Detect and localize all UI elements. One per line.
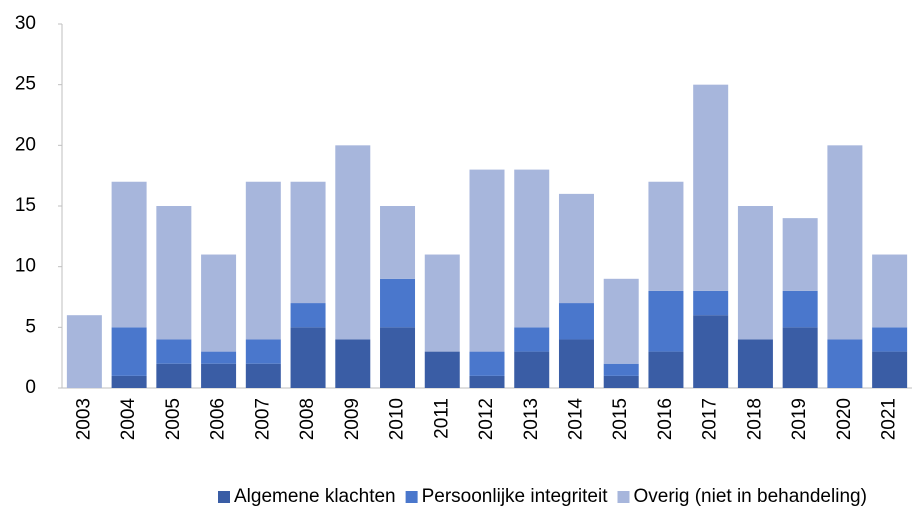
x-tick-label: 2004 xyxy=(118,398,139,441)
bar-segment xyxy=(648,181,684,291)
x-tick-label: 2018 xyxy=(744,398,765,440)
bar-segment xyxy=(380,327,416,388)
bar-segment xyxy=(201,254,237,352)
bar-segment xyxy=(872,254,908,328)
y-tick-label: 10 xyxy=(15,256,36,277)
x-tick-label: 2007 xyxy=(252,398,273,440)
bar-segment xyxy=(335,339,371,388)
bar-segment xyxy=(603,375,639,388)
bar-segment xyxy=(111,181,147,328)
x-tick-label: 2013 xyxy=(521,398,542,440)
x-tick-label: 2010 xyxy=(387,398,408,440)
bar-segment xyxy=(424,254,460,352)
x-tick-label: 2008 xyxy=(297,398,318,440)
x-tick-label: 2019 xyxy=(789,398,810,440)
bar-segment xyxy=(827,145,863,340)
bar-segment xyxy=(335,145,371,340)
bar-segment xyxy=(603,278,639,364)
x-tick-label: 2005 xyxy=(163,398,184,440)
y-tick-label: 20 xyxy=(15,134,36,155)
y-tick-label: 5 xyxy=(25,316,36,337)
y-tick-label: 25 xyxy=(15,74,36,95)
bar-segment xyxy=(290,181,326,304)
bar-segment xyxy=(156,363,192,388)
bar-segment xyxy=(469,375,505,388)
bar-segment xyxy=(737,339,773,388)
x-tick-label: 2020 xyxy=(834,398,855,440)
bar-segment xyxy=(648,351,684,388)
y-tick-label: 30 xyxy=(15,13,36,34)
bar-segment xyxy=(514,351,550,388)
bar-segment xyxy=(201,363,237,388)
legend-swatch xyxy=(617,491,630,503)
y-tick-label: 0 xyxy=(25,377,36,398)
bar-segment xyxy=(558,193,594,304)
legend-label: Algemene klachten xyxy=(234,486,396,507)
bar-segment xyxy=(111,327,147,376)
bar-segment xyxy=(424,351,460,388)
bar-segment xyxy=(603,363,639,376)
bar-segment xyxy=(558,303,594,340)
x-tick-label: 2011 xyxy=(431,398,452,439)
x-tick-label: 2016 xyxy=(655,398,676,440)
x-tick-label: 2006 xyxy=(208,398,229,440)
bar-segment xyxy=(469,169,505,352)
bar-segment xyxy=(156,206,192,340)
bar-segment xyxy=(693,84,729,291)
bar-segment xyxy=(737,206,773,340)
bar-segment xyxy=(380,278,416,328)
bar-segment xyxy=(156,339,192,364)
bar-segment xyxy=(290,327,326,388)
bar-segment xyxy=(782,218,818,291)
bar-segment xyxy=(558,339,594,388)
bar-segment xyxy=(648,290,684,352)
x-tick-label: 2012 xyxy=(476,398,497,440)
legend-label: Overig (niet in behandeling) xyxy=(633,486,866,507)
y-tick-label: 15 xyxy=(15,195,36,216)
bar-segment xyxy=(469,351,505,376)
bar-segment xyxy=(245,363,281,388)
bar-segment xyxy=(290,303,326,328)
legend-label: Persoonlijke integriteit xyxy=(422,486,609,507)
bar-segment xyxy=(872,327,908,352)
bar-segment xyxy=(201,351,237,364)
legend-swatch xyxy=(218,491,230,503)
bar-segment xyxy=(245,181,281,340)
x-tick-label: 2009 xyxy=(342,398,363,440)
x-tick-label: 2021 xyxy=(879,398,900,440)
bar-segment xyxy=(66,315,102,388)
x-tick-label: 2015 xyxy=(610,398,631,440)
bar-segment xyxy=(693,290,729,316)
x-tick-label: 2014 xyxy=(565,398,586,441)
bar-segment xyxy=(827,339,863,388)
bar-segment xyxy=(514,169,550,328)
bar-segment xyxy=(245,339,281,364)
bar-segment xyxy=(380,206,416,279)
bar-segment xyxy=(872,351,908,388)
bar-segment xyxy=(782,327,818,388)
bar-segment xyxy=(514,327,550,352)
bar-segment xyxy=(693,315,729,388)
bar-segment xyxy=(782,290,818,328)
x-tick-label: 2003 xyxy=(73,398,94,440)
legend-swatch xyxy=(405,491,418,503)
x-tick-label: 2017 xyxy=(700,398,721,440)
bar-segment xyxy=(111,375,147,388)
